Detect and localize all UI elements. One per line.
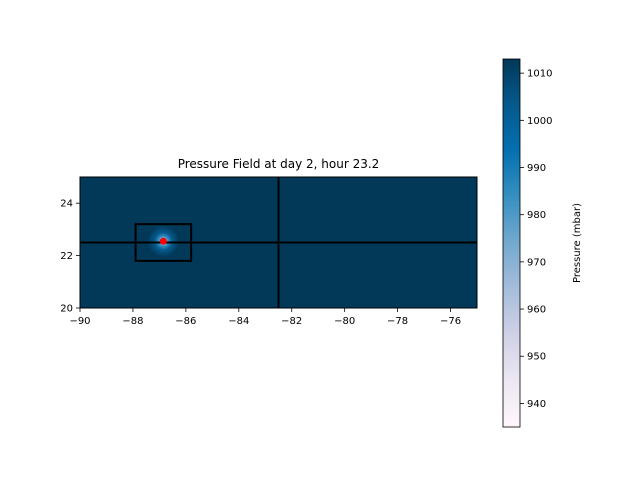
colorbar-ticks: 940 950 960 970 980 990 1000 1010 (520, 69, 552, 410)
y-tick-label: 22 (60, 251, 73, 262)
colorbar-tick-label: 940 (527, 399, 546, 410)
x-axis: −90 −88 −86 −84 −82 −80 −78 −76 (69, 308, 461, 327)
x-tick-label: −82 (281, 316, 302, 327)
colorbar-tick-label: 1010 (527, 69, 552, 80)
x-tick-label: −86 (175, 316, 196, 327)
plot-area (80, 177, 477, 308)
colorbar-tick-label: 970 (527, 257, 546, 268)
colorbar-label: Pressure (mbar) (572, 203, 583, 283)
y-tick-label: 20 (60, 304, 73, 315)
x-tick-label: −76 (440, 316, 461, 327)
colorbar-gradient-bar (502, 58, 521, 428)
x-tick-label: −90 (69, 316, 90, 327)
colorbar: 940 950 960 970 980 990 1000 1010 Pressure (mba… (502, 58, 583, 428)
colorbar-tick-label: 980 (527, 210, 546, 221)
x-tick-label: −84 (228, 316, 249, 327)
chart-title: Pressure Field at day 2, hour 23.2 (178, 157, 380, 171)
x-tick-label: −88 (122, 316, 143, 327)
y-axis: 20 22 24 (60, 199, 80, 315)
colorbar-tick-label: 990 (527, 163, 546, 174)
axes-frame (79, 176, 478, 309)
storm-inner-box (134, 223, 193, 262)
y-tick-label: 24 (60, 199, 73, 210)
storm-center-marker (159, 237, 167, 245)
colorbar-tick-label: 950 (527, 352, 546, 363)
colorbar-tick-label: 1000 (527, 116, 552, 127)
x-tick-label: −80 (334, 316, 355, 327)
x-tick-label: −78 (387, 316, 408, 327)
colorbar-tick-label: 960 (527, 305, 546, 316)
